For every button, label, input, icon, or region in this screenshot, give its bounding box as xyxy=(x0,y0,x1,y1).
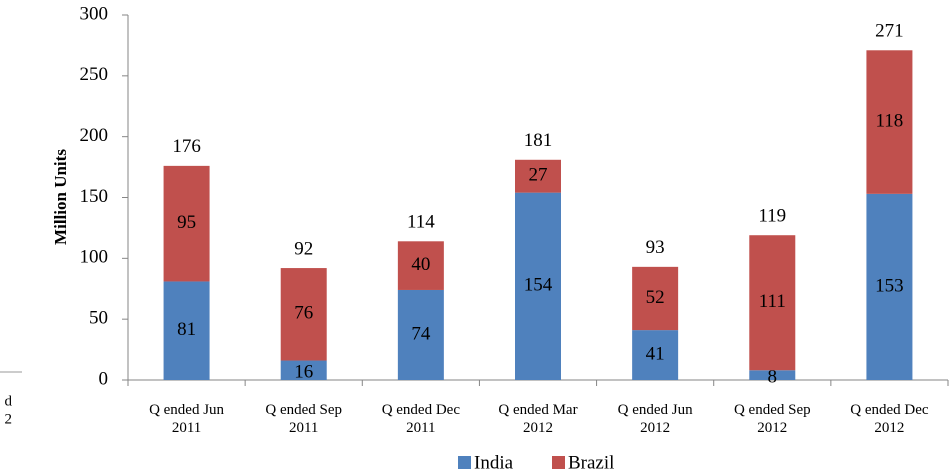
y-tick-label: 300 xyxy=(80,3,109,24)
fragment-text: 2 xyxy=(5,411,13,427)
value-label: 27 xyxy=(529,165,548,186)
value-label: 52 xyxy=(646,287,665,308)
x-tick-label: Q ended Dec 2012 xyxy=(850,402,929,436)
y-axis-label: Million Units xyxy=(51,149,70,245)
total-label: 176 xyxy=(172,136,201,157)
legend-swatch xyxy=(458,456,471,469)
legend-label: India xyxy=(474,452,514,473)
total-label: 119 xyxy=(758,206,786,227)
total-label: 114 xyxy=(407,212,435,233)
y-tick-label: 50 xyxy=(89,308,108,329)
bar-segment xyxy=(515,192,561,380)
value-label: 41 xyxy=(646,343,665,364)
y-tick-label: 200 xyxy=(80,125,109,146)
legend-label: Brazil xyxy=(568,452,614,473)
total-label: 92 xyxy=(294,238,313,259)
value-label: 118 xyxy=(876,110,904,131)
value-label: 40 xyxy=(411,254,430,275)
bar-segment xyxy=(163,165,210,282)
bar-segment xyxy=(397,289,444,380)
value-label: 95 xyxy=(177,212,196,233)
bar-segment xyxy=(866,193,913,380)
value-label: 81 xyxy=(177,319,196,340)
x-tick-label: Q ended Sep 2012 xyxy=(733,402,811,436)
bar-segment xyxy=(515,159,561,193)
value-label: 8 xyxy=(768,366,778,387)
x-tick-label: Q ended Jun 2011 xyxy=(149,402,225,436)
y-tick-label: 250 xyxy=(80,64,109,85)
value-label: 16 xyxy=(294,362,313,383)
y-tick-label: 100 xyxy=(80,247,109,268)
bar-segment xyxy=(632,266,679,331)
bar-segment xyxy=(749,370,796,380)
total-label: 271 xyxy=(875,21,904,42)
total-label: 93 xyxy=(646,237,665,258)
value-label: 111 xyxy=(759,291,786,312)
bar-segment xyxy=(280,268,327,361)
bar-segment xyxy=(280,360,327,380)
bar-segment xyxy=(397,241,444,290)
value-label: 74 xyxy=(411,323,431,344)
y-tick-label: 0 xyxy=(99,368,109,389)
x-tick-label: Q ended Jun 2012 xyxy=(617,402,693,436)
y-tick-label: 150 xyxy=(80,186,109,207)
bar-segment xyxy=(632,330,679,380)
x-tick-label: Q ended Mar 2012 xyxy=(498,402,578,436)
bar-segment xyxy=(749,235,796,371)
x-tick-label: Q ended Sep 2011 xyxy=(265,402,343,436)
value-label: 76 xyxy=(294,303,313,324)
value-label: 154 xyxy=(524,275,553,296)
bar-segment xyxy=(163,281,210,380)
legend-swatch xyxy=(552,456,565,469)
x-tick-label: Q ended Dec 2011 xyxy=(381,402,460,436)
bar-segment xyxy=(866,50,913,194)
fragment-text: d xyxy=(5,393,13,409)
total-label: 181 xyxy=(524,130,553,151)
value-label: 153 xyxy=(875,275,904,296)
